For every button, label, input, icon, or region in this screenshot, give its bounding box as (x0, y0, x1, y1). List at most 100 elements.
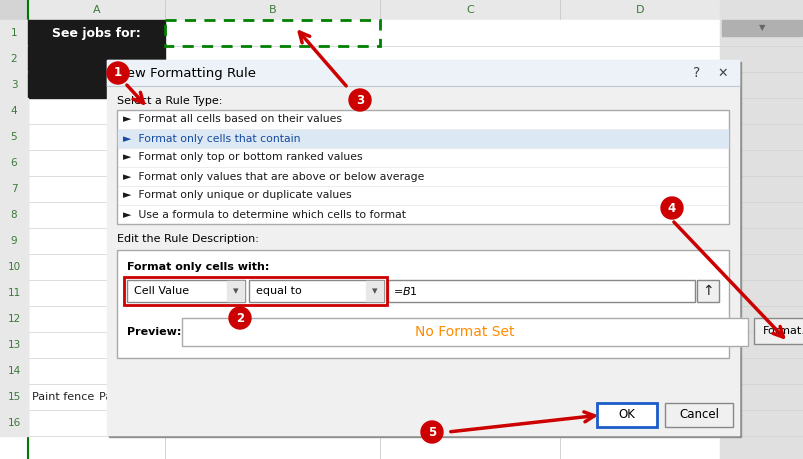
Text: Vac: Vac (141, 158, 161, 168)
Circle shape (107, 62, 128, 84)
Circle shape (349, 89, 370, 111)
Text: ▾: ▾ (372, 286, 377, 296)
Bar (0, 72, 803, 98)
Text: Vacu: Vacu (134, 184, 161, 194)
Text: Format only cells with:: Format only cells with: (127, 262, 269, 272)
Bar (0, 98, 803, 124)
Bar (0, 20, 28, 46)
Text: 1: 1 (114, 67, 122, 79)
Bar (0, 46, 28, 72)
Bar (0, 124, 28, 150)
Text: ►  Format only unique or duplicate values: ► Format only unique or duplicate values (123, 190, 351, 201)
Text: Cancel: Cancel (679, 409, 718, 421)
Bar (0, 0, 28, 20)
Text: ✕: ✕ (717, 67, 728, 79)
Bar (226, 281, 243, 301)
Bar (0, 332, 28, 358)
Text: OK: OK (618, 409, 634, 421)
Text: 3: 3 (356, 94, 364, 106)
Bar (118, 130, 727, 147)
Text: ?: ? (692, 66, 699, 80)
Text: Cell Value: Cell Value (134, 286, 189, 296)
Bar (0, 228, 803, 254)
Bar (117, 110, 728, 224)
Bar (117, 110, 728, 224)
Bar (165, 20, 380, 46)
Bar (0, 150, 28, 176)
Text: ▾: ▾ (233, 286, 238, 296)
Bar (117, 250, 728, 358)
Text: ↑: ↑ (701, 284, 713, 298)
Text: 8: 8 (10, 210, 18, 220)
Text: Iro: Iro (146, 106, 161, 116)
Text: 4: 4 (10, 106, 18, 116)
Bar (696, 280, 718, 302)
Text: Steve: Steve (256, 392, 288, 402)
Text: Wa: Wa (144, 288, 161, 298)
Text: ►  Format only top or bottom ranked values: ► Format only top or bottom ranked value… (123, 152, 362, 162)
Bar (365, 281, 382, 301)
Text: 1: 1 (10, 28, 18, 38)
Text: 16: 16 (7, 418, 21, 428)
Text: equal to: equal to (255, 286, 301, 296)
Bar (0, 358, 28, 384)
Bar (0, 176, 803, 202)
Bar (664, 403, 732, 427)
Bar (0, 306, 28, 332)
Bar (0, 150, 803, 176)
Bar (0, 410, 803, 436)
Bar (249, 280, 384, 302)
Text: C: C (466, 5, 473, 15)
Bar (0, 202, 28, 228)
Bar (0, 306, 803, 332)
Text: D: D (635, 5, 643, 15)
Text: A: A (92, 5, 100, 15)
Text: 12: 12 (7, 314, 21, 324)
Bar (0, 384, 28, 410)
Bar (0, 0, 803, 20)
Bar (597, 403, 656, 427)
Text: Select a Rule Type:: Select a Rule Type: (117, 96, 222, 106)
Bar (28, 46, 165, 72)
Text: ►  Format only values that are above or below average: ► Format only values that are above or b… (123, 172, 424, 181)
Bar (597, 403, 656, 427)
Text: New Formatting Rule: New Formatting Rule (117, 67, 255, 79)
Text: Paint fence: Paint fence (99, 392, 161, 402)
Text: ►  Format all cells based on their values: ► Format all cells based on their values (123, 114, 341, 124)
Text: 10: 10 (7, 262, 21, 272)
Text: 4: 4 (667, 202, 675, 214)
Text: 5: 5 (427, 425, 435, 438)
Bar (388, 280, 694, 302)
Bar (124, 277, 386, 305)
Bar (181, 318, 747, 346)
Bar (0, 176, 28, 202)
Text: =$B$1: =$B$1 (393, 285, 418, 297)
Bar (719, 0, 803, 459)
Text: Preview:: Preview: (127, 327, 181, 337)
Bar (0, 98, 28, 124)
Bar (0, 254, 28, 280)
Text: ►  Format only cells that contain: ► Format only cells that contain (123, 134, 300, 144)
Bar (107, 60, 738, 435)
Bar (0, 20, 803, 46)
Text: Vacu: Vacu (134, 210, 161, 220)
Bar (388, 280, 694, 302)
Text: 15: 15 (7, 392, 21, 402)
Bar (753, 318, 803, 344)
Text: No Format Set: No Format Set (414, 325, 514, 339)
Bar (28, 20, 165, 46)
Text: Edit the Rule Description:: Edit the Rule Description: (117, 234, 259, 244)
Text: W.: W. (148, 132, 161, 142)
Bar (0, 72, 28, 98)
Bar (107, 60, 738, 86)
Bar (181, 318, 747, 346)
Text: 2: 2 (235, 312, 244, 325)
Text: See jobs for:: See jobs for: (52, 27, 141, 39)
Text: Paint fence: Paint fence (32, 392, 94, 402)
Text: 2: 2 (10, 54, 18, 64)
Circle shape (229, 307, 251, 329)
Bar (0, 384, 803, 410)
Bar (0, 358, 803, 384)
Text: Tak: Tak (143, 366, 161, 376)
Text: Cle: Cle (143, 314, 161, 324)
